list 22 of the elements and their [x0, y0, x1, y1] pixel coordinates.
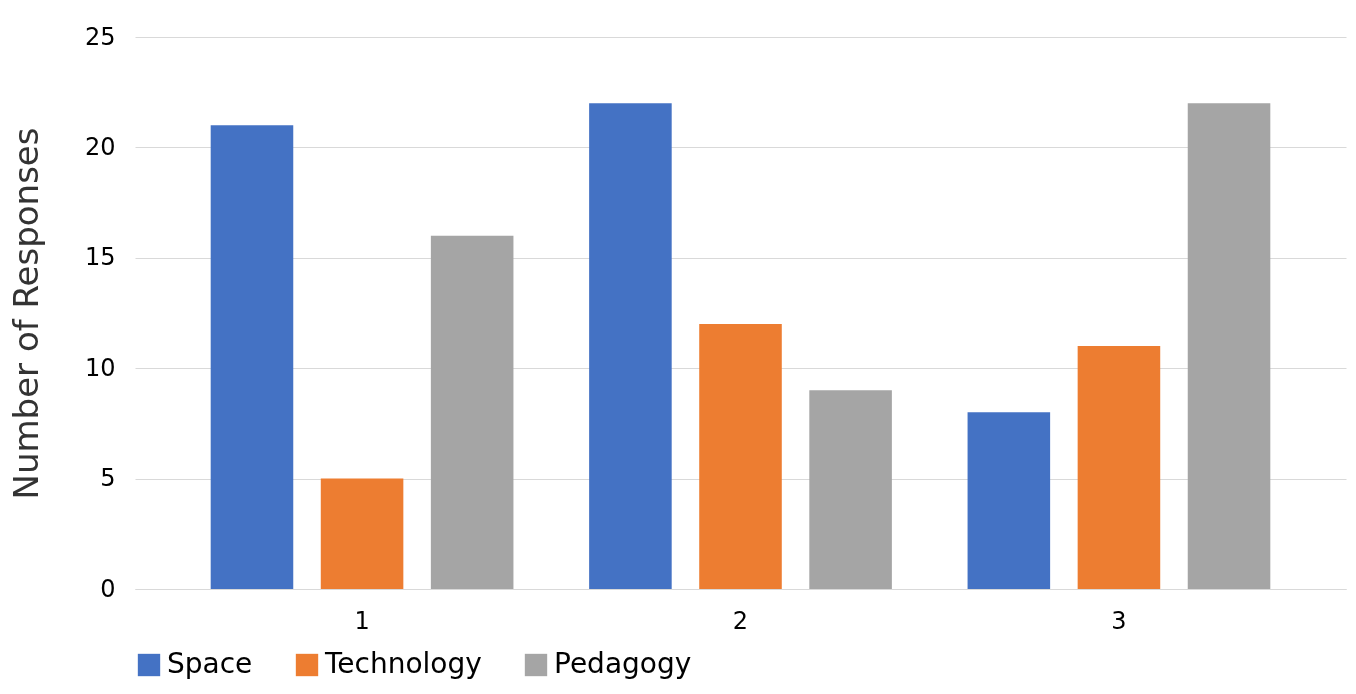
bar — [1187, 103, 1271, 589]
bar — [589, 103, 672, 589]
x-tick-label: 1 — [354, 606, 370, 635]
legend-label: Pedagogy — [554, 647, 692, 680]
bar — [699, 324, 782, 589]
bar — [210, 125, 294, 589]
bar — [430, 235, 514, 589]
y-tick-label: 0 — [100, 574, 116, 603]
y-tick-label: 5 — [100, 464, 116, 493]
y-tick-label: 10 — [84, 353, 116, 382]
bar — [967, 412, 1051, 589]
x-tick-label: 3 — [1111, 606, 1127, 635]
bar — [1077, 346, 1161, 589]
bar — [320, 478, 404, 589]
legend-label: Space — [167, 647, 253, 680]
x-tick-label: 2 — [732, 606, 749, 635]
legend-label: Technology — [324, 647, 482, 680]
y-tick-label: 20 — [84, 132, 116, 161]
y-tick-label: 15 — [84, 243, 116, 272]
y-axis-title: Number of Responses — [5, 127, 46, 500]
y-tick-label: 25 — [84, 22, 116, 51]
bar — [809, 390, 892, 589]
